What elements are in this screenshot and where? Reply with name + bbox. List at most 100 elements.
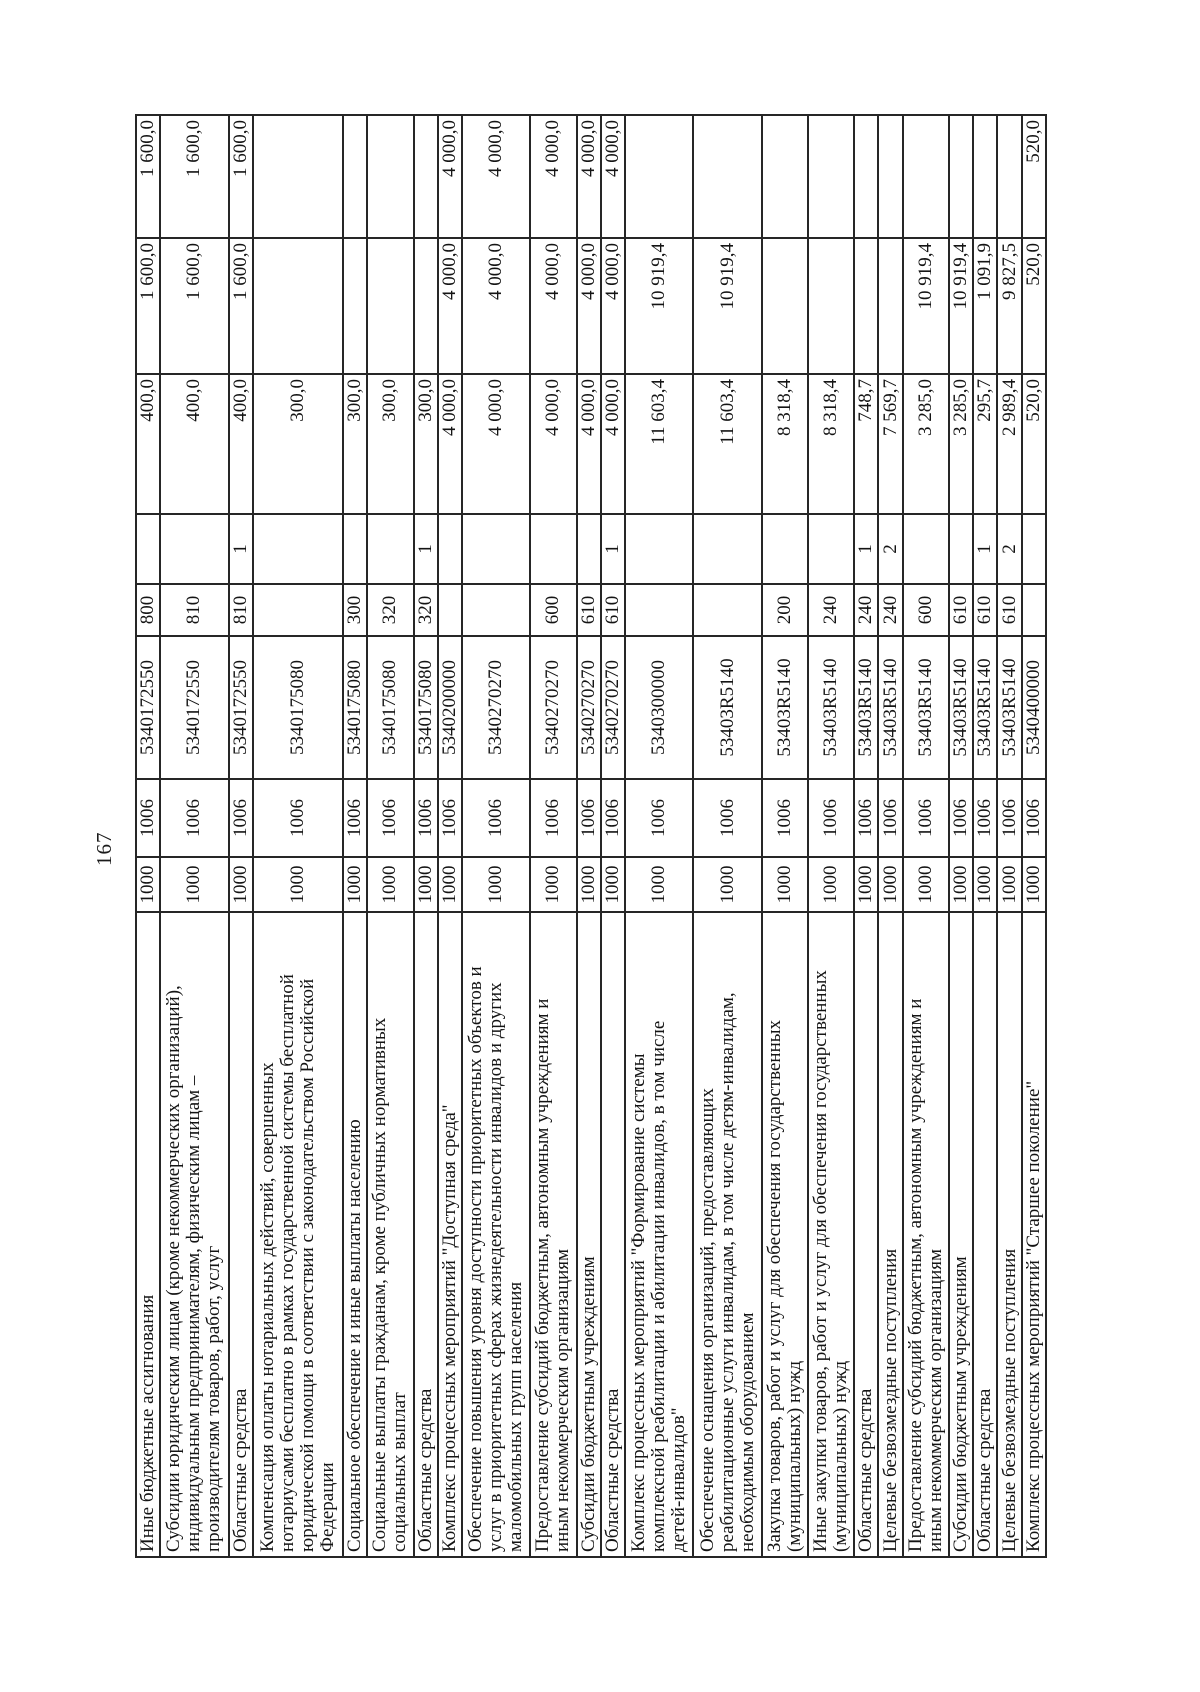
row-code-type: 240 — [878, 584, 903, 636]
row-amount-year1: 4 000,0 — [600, 374, 626, 514]
table-row: Комплекс процессных мероприятий "Старшее… — [1021, 115, 1046, 1557]
row-code-target: 5340300000 — [625, 636, 694, 779]
row-amount-year1: 3 285,0 — [902, 374, 949, 514]
row-amount-year2: 1 600,0 — [136, 238, 161, 374]
row-code-section: 1006 — [413, 779, 438, 857]
row-code-type: 240 — [854, 584, 879, 636]
table-row: Предоставление субсидий бюджетным, автон… — [530, 115, 577, 1557]
row-code-section: 1006 — [600, 779, 626, 857]
row-amount-year1: 520,0 — [1021, 374, 1046, 514]
row-code-target: 5340270270 — [462, 636, 531, 779]
row-source-mark: 1 — [973, 514, 998, 584]
row-amount-year3: 4 000,0 — [576, 115, 601, 238]
row-source-mark — [807, 514, 855, 584]
row-code-target: 5340175080 — [413, 636, 438, 779]
row-code-chapter: 1000 — [252, 857, 344, 912]
row-amount-year2: 520,0 — [1021, 238, 1046, 374]
row-code-chapter: 1000 — [761, 857, 808, 912]
budget-table: Иные бюджетные ассигнования 1000 1006 53… — [135, 114, 1047, 1558]
row-amount-year1: 295,7 — [973, 374, 998, 514]
row-code-chapter: 1000 — [343, 857, 368, 912]
table-row: Социальные выплаты гражданам, кроме публ… — [367, 115, 414, 1557]
row-amount-year3 — [761, 115, 808, 238]
row-amount-year1: 300,0 — [343, 374, 368, 514]
table-row: Субсидии бюджетным учреждениям 1000 1006… — [948, 115, 974, 1557]
row-label: Комплекс процессных мероприятий "Доступн… — [437, 912, 463, 1557]
row-amount-year3: 4 000,0 — [437, 115, 463, 238]
row-source-mark: 2 — [997, 514, 1022, 584]
row-amount-year3 — [948, 115, 974, 238]
row-code-type: 600 — [902, 584, 949, 636]
row-code-type — [625, 584, 694, 636]
table-row: Обеспечение повышения уровня доступности… — [462, 115, 531, 1557]
row-amount-year3 — [693, 115, 762, 238]
row-code-target: 53403R5140 — [902, 636, 949, 779]
row-amount-year1: 300,0 — [367, 374, 414, 514]
table-row: Обеспечение оснащения организаций, предо… — [693, 115, 762, 1557]
budget-table-body: Иные бюджетные ассигнования 1000 1006 53… — [136, 115, 1046, 1557]
row-code-section: 1006 — [761, 779, 808, 857]
row-label: Областные средства — [973, 912, 998, 1557]
row-amount-year3: 1 600,0 — [228, 115, 253, 238]
row-amount-year1: 748,7 — [854, 374, 879, 514]
row-amount-year3 — [343, 115, 368, 238]
row-code-section: 1006 — [997, 779, 1022, 857]
row-code-type: 600 — [530, 584, 577, 636]
row-label: Целевые безвозмездные поступления — [997, 912, 1022, 1557]
row-amount-year1: 4 000,0 — [530, 374, 577, 514]
row-code-chapter: 1000 — [530, 857, 577, 912]
row-label: Социальное обеспечение и иные выплаты на… — [343, 912, 368, 1557]
table-row: Закупка товаров, работ и услуг для обесп… — [761, 115, 808, 1557]
table-row: Областные средства 1000 1006 5340270270 … — [600, 115, 626, 1557]
row-source-mark — [160, 514, 229, 584]
row-code-section: 1006 — [228, 779, 253, 857]
row-code-type: 300 — [343, 584, 368, 636]
row-code-type: 320 — [367, 584, 414, 636]
table-row: Целевые безвозмездные поступления 1000 1… — [997, 115, 1022, 1557]
row-code-target: 53403R5140 — [997, 636, 1022, 779]
row-amount-year1: 2 989,4 — [997, 374, 1022, 514]
row-amount-year3 — [252, 115, 344, 238]
row-amount-year3: 1 600,0 — [136, 115, 161, 238]
row-amount-year3 — [997, 115, 1022, 238]
row-amount-year3 — [902, 115, 949, 238]
row-code-chapter: 1000 — [228, 857, 253, 912]
row-code-target: 5340172550 — [228, 636, 253, 779]
table-row: Иные закупки товаров, работ и услуг для … — [807, 115, 855, 1557]
table-row: Компенсация оплаты нотариальных действий… — [252, 115, 344, 1557]
table-row: Социальное обеспечение и иные выплаты на… — [343, 115, 368, 1557]
row-label: Социальные выплаты гражданам, кроме публ… — [367, 912, 414, 1557]
row-amount-year3: 520,0 — [1021, 115, 1046, 238]
row-code-target: 53403R5140 — [878, 636, 903, 779]
row-code-chapter: 1000 — [997, 857, 1022, 912]
row-amount-year1: 4 000,0 — [437, 374, 463, 514]
row-amount-year3 — [413, 115, 438, 238]
row-code-type: 610 — [600, 584, 626, 636]
row-amount-year1: 4 000,0 — [462, 374, 531, 514]
row-label: Обеспечение повышения уровня доступности… — [462, 912, 531, 1557]
table-row: Предоставление субсидий бюджетным, автон… — [902, 115, 949, 1557]
row-code-chapter: 1000 — [437, 857, 463, 912]
row-code-type: 610 — [948, 584, 974, 636]
row-amount-year3 — [625, 115, 694, 238]
row-code-chapter: 1000 — [576, 857, 601, 912]
row-source-mark — [136, 514, 161, 584]
row-amount-year3 — [973, 115, 998, 238]
row-source-mark: 2 — [878, 514, 903, 584]
row-amount-year1: 11 603,4 — [625, 374, 694, 514]
row-source-mark: 1 — [854, 514, 879, 584]
page-number: 167 — [92, 831, 116, 867]
row-label: Субсидии юридическим лицам (кроме некомм… — [160, 912, 229, 1557]
row-code-chapter: 1000 — [600, 857, 626, 912]
row-code-chapter: 1000 — [136, 857, 161, 912]
row-amount-year1: 300,0 — [252, 374, 344, 514]
row-code-target: 53403R5140 — [948, 636, 974, 779]
row-amount-year1: 400,0 — [136, 374, 161, 514]
row-label: Областные средства — [600, 912, 626, 1557]
row-code-section: 1006 — [530, 779, 577, 857]
row-code-section: 1006 — [625, 779, 694, 857]
row-source-mark — [576, 514, 601, 584]
row-code-target: 5340172550 — [136, 636, 161, 779]
row-code-target: 53403R5140 — [973, 636, 998, 779]
